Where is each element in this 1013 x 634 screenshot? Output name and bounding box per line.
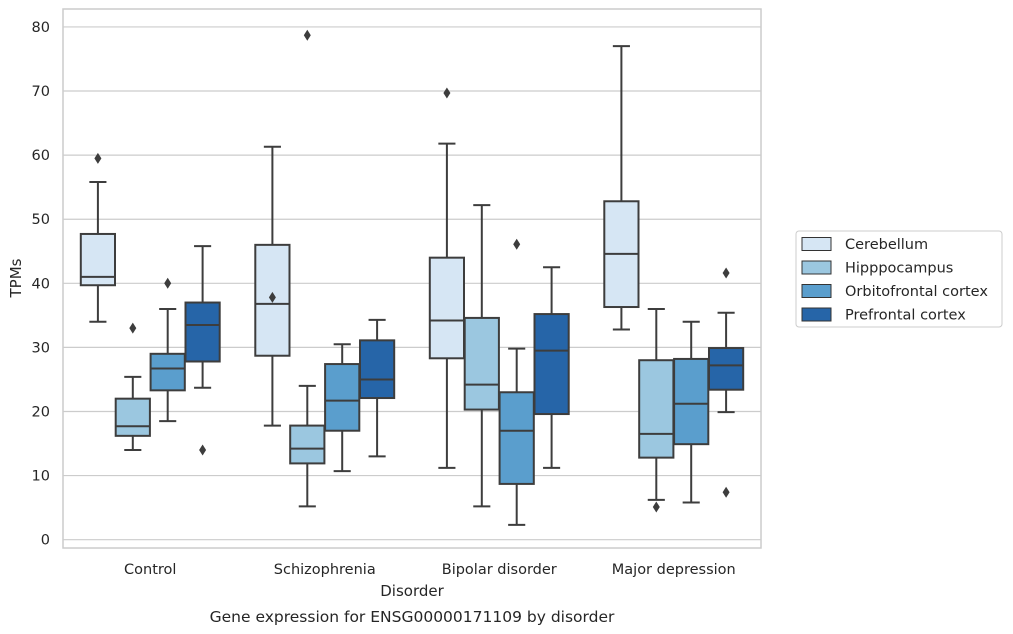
iqr-box bbox=[498, 391, 535, 485]
box-orbitofrontal-cortex bbox=[498, 238, 535, 526]
box-hipppocampus bbox=[638, 307, 675, 513]
y-tick-label: 20 bbox=[32, 404, 50, 420]
outlier-point bbox=[199, 444, 207, 456]
box-orbitofrontal-cortex bbox=[673, 320, 710, 504]
legend-label: Hipppocampus bbox=[845, 261, 953, 277]
outlier-point bbox=[513, 238, 521, 250]
iqr-box bbox=[358, 339, 396, 400]
legend-swatch bbox=[801, 284, 832, 298]
iqr-box bbox=[114, 397, 151, 437]
iqr-box bbox=[707, 347, 745, 391]
y-tick-label: 30 bbox=[32, 340, 50, 356]
box-prefrontal-cortex bbox=[533, 266, 570, 469]
iqr-box bbox=[324, 363, 361, 432]
box-hipppocampus bbox=[289, 29, 326, 508]
x-tick-label: Major depression bbox=[612, 562, 736, 578]
box-cerebellum bbox=[79, 152, 117, 323]
iqr-box bbox=[428, 256, 466, 360]
box-orbitofrontal-cortex bbox=[149, 277, 186, 423]
box-hipppocampus bbox=[114, 322, 151, 451]
y-axis-label: TPMs bbox=[7, 258, 25, 298]
x-tick-labels: Control Schizophrenia Bipolar disorder Majo… bbox=[124, 562, 736, 578]
iqr-box bbox=[673, 357, 710, 446]
x-tick-label: Schizophrenia bbox=[274, 562, 376, 578]
box-cerebellum bbox=[603, 45, 640, 331]
outlier-point bbox=[443, 87, 451, 99]
legend-swatch bbox=[801, 237, 832, 251]
y-tick-label: 0 bbox=[41, 533, 50, 549]
legend-frame bbox=[795, 230, 1003, 328]
legend: Cerebellum Hipppocampus Orbitofrontal cort… bbox=[795, 230, 1003, 328]
outlier-point bbox=[164, 277, 172, 289]
box-prefrontal-cortex bbox=[184, 245, 221, 456]
outlier-point bbox=[129, 322, 137, 334]
outlier-point bbox=[722, 267, 730, 279]
outlier-point bbox=[94, 152, 102, 164]
y-tick-label: 10 bbox=[32, 469, 50, 485]
box-hipppocampus bbox=[463, 204, 500, 508]
iqr-box bbox=[149, 352, 186, 392]
box-prefrontal-cortex bbox=[707, 267, 745, 498]
y-tick-label: 60 bbox=[32, 148, 50, 164]
outlier-point bbox=[268, 291, 276, 303]
legend-label: Prefrontal cortex bbox=[845, 308, 966, 324]
box-cerebellum bbox=[254, 145, 291, 427]
legend-swatch bbox=[801, 260, 832, 275]
legend-swatch bbox=[801, 307, 832, 322]
y-tick-labels: 0 10 20 30 40 50 60 70 80 bbox=[32, 20, 50, 549]
outlier-point bbox=[303, 29, 311, 41]
y-tick-label: 50 bbox=[32, 212, 50, 228]
x-tick-label: Control bbox=[124, 562, 176, 578]
x-axis-label: Disorder bbox=[380, 582, 444, 600]
iqr-box bbox=[638, 359, 675, 459]
y-tick-label: 70 bbox=[32, 84, 50, 100]
iqr-box bbox=[533, 313, 570, 416]
legend-label: Orbitofrontal cortex bbox=[845, 284, 988, 300]
outlier-point bbox=[652, 501, 660, 513]
x-tick-label: Bipolar disorder bbox=[442, 562, 557, 578]
legend-label: Cerebellum bbox=[845, 237, 928, 253]
box-orbitofrontal-cortex bbox=[324, 343, 361, 473]
iqr-box bbox=[289, 424, 326, 465]
y-tick-label: 80 bbox=[32, 20, 50, 36]
outlier-point bbox=[722, 486, 730, 498]
plot-frame bbox=[62, 8, 762, 549]
iqr-box bbox=[463, 316, 500, 411]
chart-caption: Gene expression for ENSG00000171109 by d… bbox=[210, 608, 615, 626]
box-plots bbox=[79, 29, 745, 526]
iqr-box bbox=[184, 301, 221, 363]
box-prefrontal-cortex bbox=[358, 318, 396, 458]
grid-lines bbox=[63, 26, 761, 541]
box-cerebellum bbox=[428, 87, 466, 469]
y-tick-label: 40 bbox=[32, 276, 50, 292]
